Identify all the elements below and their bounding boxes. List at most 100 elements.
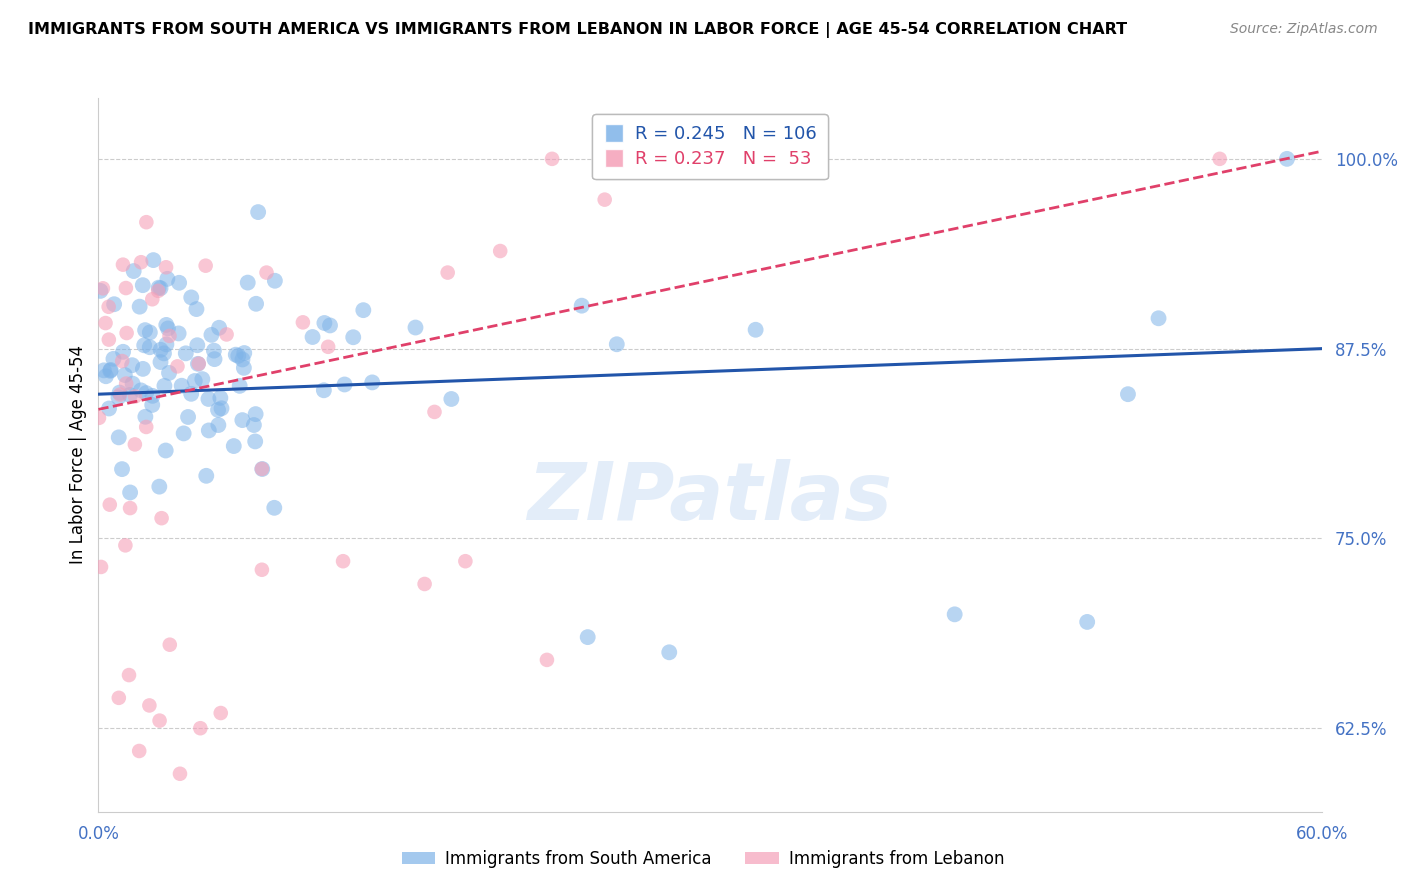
Point [120,501,142,516]
Point [187,357,209,371]
Text: Source: ZipAtlas.com: Source: ZipAtlas.com [1230,22,1378,37]
Point [129,255,152,269]
Point [208,320,231,334]
Legend: R = 0.245   N = 106, R = 0.237   N =  53: R = 0.245 N = 106, R = 0.237 N = 53 [592,114,828,179]
Point [98,364,121,378]
Point [423,405,446,419]
Point [124,437,146,451]
Point [141,398,163,412]
Point [138,698,160,713]
Point [187,357,209,371]
Point [115,326,138,340]
Point [263,500,285,515]
Point [197,392,219,406]
Point [1275,152,1298,166]
Point [141,292,163,306]
Point [97,333,120,347]
Point [114,538,136,552]
Point [186,302,208,317]
Point [576,630,599,644]
Point [93,363,115,377]
Point [247,205,270,219]
Point [118,668,141,682]
Point [180,290,202,304]
Point [233,346,256,360]
Point [245,434,267,449]
Point [1209,152,1232,166]
Point [155,443,177,458]
Point [111,354,134,368]
Point [184,374,207,388]
Point [129,384,152,398]
Point [202,343,225,358]
Point [316,340,339,354]
Point [120,485,142,500]
Point [245,407,267,421]
Point [98,401,121,416]
Point [314,316,336,330]
Y-axis label: In Labor Force | Age 45-54: In Labor Force | Age 45-54 [69,345,87,565]
Point [111,462,134,476]
Point [157,366,180,380]
Point [252,462,274,476]
Point [97,300,120,314]
Point [121,358,143,372]
Point [250,563,273,577]
Point [413,577,436,591]
Point [1147,311,1170,326]
Point [177,409,200,424]
Point [141,389,163,403]
Point [291,315,314,329]
Point [142,253,165,268]
Point [200,327,222,342]
Point [361,376,384,390]
Point [115,376,138,391]
Point [186,338,208,352]
Point [155,318,177,332]
Point [107,390,129,404]
Point [167,276,190,290]
Point [146,284,169,298]
Point [135,215,157,229]
Point [134,338,156,352]
Point [541,152,564,166]
Point [188,721,212,735]
Point [115,281,138,295]
Point [108,385,131,400]
Point [94,369,117,384]
Point [222,439,245,453]
Point [139,340,162,354]
Point [454,554,477,568]
Point [209,391,232,405]
Point [606,337,628,351]
Point [1076,615,1098,629]
Point [231,352,253,367]
Point [135,386,157,401]
Point [166,359,188,374]
Point [149,281,172,295]
Point [135,420,157,434]
Point [159,329,181,343]
Point [156,321,179,335]
Point [167,326,190,341]
Point [124,389,146,403]
Point [332,554,354,568]
Point [226,349,249,363]
Point [89,284,111,298]
Point [128,744,150,758]
Point [195,468,218,483]
Point [111,258,134,272]
Point [211,401,233,416]
Point [333,377,356,392]
Point [98,498,121,512]
Point [94,316,117,330]
Point [149,355,172,369]
Point [250,462,273,476]
Point [194,259,217,273]
Point [571,299,593,313]
Point [153,346,176,360]
Point [149,343,172,357]
Point [134,323,156,337]
Point [204,352,226,367]
Point [198,424,221,438]
